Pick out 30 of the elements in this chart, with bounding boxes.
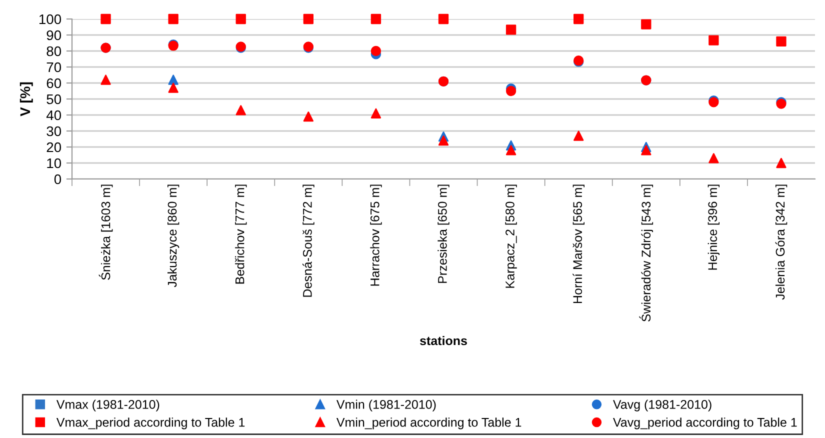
x-tick-label: Jakuszyce [860 m] — [167, 184, 180, 288]
legend-label: Vavg_period according to Table 1 — [613, 418, 797, 430]
y-tick-label: 90 — [46, 30, 62, 40]
x-tick-label: Hejnice [396 m] — [708, 184, 720, 270]
x-tick-label: Śnieżka [1603 m] — [98, 184, 113, 280]
x-tick-label: Świeradów Zdrój [543 m] — [639, 184, 654, 322]
y-tick-label: 70 — [46, 62, 62, 72]
y-tick-label: 0 — [54, 174, 62, 184]
legend-label: Vmin (1981-2010) — [336, 400, 436, 412]
x-tick-label: Harrachov [675 m] — [370, 184, 382, 286]
x-tick-label: Bedřichov [777 m] — [235, 184, 247, 284]
x-tick-label: Jelenia Góra [342 m] — [775, 184, 788, 300]
y-tick-label: 10 — [47, 158, 62, 168]
y-tick-label: 60 — [46, 78, 62, 88]
x-tick-label: Karpacz_2 [580 m] — [505, 184, 517, 288]
y-tick-label: 40 — [46, 110, 62, 120]
x-tick-label: Horní Maršov [565 m] — [572, 184, 584, 304]
y-axis-title: V [%] — [20, 82, 33, 116]
y-tick-label: 80 — [46, 46, 62, 56]
y-tick-label: 100 — [39, 14, 62, 24]
legend-label: Vavg (1981-2010) — [613, 400, 712, 412]
legend-label: Vmax (1981-2010) — [56, 400, 160, 412]
legend-label: Vmax_period according to Table 1 — [56, 418, 245, 430]
y-tick-label: 20 — [46, 142, 62, 152]
x-axis-title: stations — [420, 336, 467, 346]
y-tick-label: 50 — [46, 94, 62, 104]
y-tick-label: 30 — [46, 126, 62, 136]
legend-label: Vmin_period according to Table 1 — [336, 418, 522, 430]
x-tick-label: Desná-Souš [772 m] — [302, 184, 314, 297]
x-tick-label: Przesieka [650 m] — [438, 184, 450, 283]
